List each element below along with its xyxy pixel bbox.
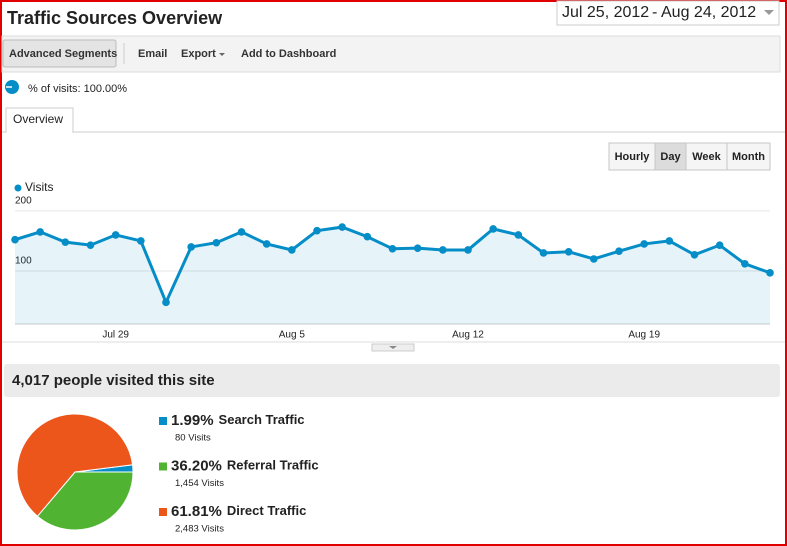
date-end[interactable]: Aug 24, 2012 (661, 4, 756, 21)
point (212, 238, 221, 247)
point (615, 247, 623, 255)
point (61, 238, 70, 246)
date-box[interactable] (556, 0, 780, 26)
y-tick-label: 200 (15, 195, 32, 206)
dropdown-arrow (219, 53, 225, 56)
pie-slice (16, 413, 134, 517)
granularity-label[interactable]: Hourly (615, 151, 651, 163)
point (413, 244, 422, 252)
toolbar (1, 35, 781, 73)
dropdown-arrow[interactable] (764, 10, 774, 15)
page-title: Traffic Sources Overview (7, 8, 223, 28)
granularity-label[interactable]: Day (660, 151, 681, 163)
value-label: 36.20% (171, 457, 222, 474)
point (36, 228, 44, 236)
legend-entry: 61.81% Direct Traffic (171, 503, 306, 520)
point (640, 240, 648, 248)
legend-label: Visits (25, 180, 53, 194)
category-label: Search Traffic (219, 412, 305, 427)
point (665, 237, 674, 245)
segment-label: % of visits: 100.00% (28, 83, 127, 95)
granularity-button[interactable] (608, 142, 656, 171)
legend-swatch (159, 462, 167, 471)
visit-label: 1,454 Visits (175, 478, 224, 489)
segments-label[interactable]: Advanced Segments (9, 48, 117, 60)
toolbar-action[interactable]: Add to Dashboard (241, 48, 336, 60)
x-tick-label: Aug 12 (452, 330, 484, 341)
date-range[interactable]: Jul 25, 2012 - Aug 24, 2012 (556, 0, 780, 26)
point (489, 225, 497, 233)
granularity-button[interactable] (726, 142, 771, 171)
point (162, 298, 170, 307)
point (715, 241, 724, 249)
category-label: Referral Traffic (227, 458, 319, 473)
granularity-button[interactable] (654, 142, 687, 171)
visit-label: 80 Visits (175, 433, 211, 444)
point (11, 235, 19, 244)
x-tick-label: Aug 5 (279, 330, 306, 341)
point (363, 232, 372, 241)
granularity-label[interactable]: Month (732, 151, 765, 163)
date-start[interactable]: Jul 25, 2012 (562, 4, 649, 21)
value-label: 1.99% (171, 412, 214, 429)
category-label: Direct Traffic (227, 503, 306, 518)
legend-swatch (159, 508, 167, 516)
point (690, 250, 699, 259)
x-tick-label: Jul 29 (102, 330, 129, 341)
date-separator: - (652, 4, 657, 21)
legend-entry: 1.99% Search Traffic (171, 412, 305, 429)
point (514, 231, 523, 239)
point (564, 247, 573, 256)
visit-label: 2,483 Visits (175, 524, 224, 535)
point (262, 240, 271, 248)
area (15, 227, 770, 324)
toolbar-action[interactable]: Email (138, 48, 167, 60)
point (237, 228, 246, 236)
segments-button[interactable] (2, 39, 117, 68)
summary-bar (4, 364, 780, 397)
value-label: 61.81% (171, 503, 222, 520)
granularity-label[interactable]: Week (692, 151, 721, 163)
x-tick-label: Aug 19 (628, 330, 660, 341)
legend-swatch (14, 184, 22, 192)
point (741, 260, 749, 268)
point (464, 246, 472, 254)
tab-label[interactable]: Overview (13, 112, 63, 126)
point (766, 269, 774, 277)
pie-slice (36, 471, 134, 531)
point (338, 223, 346, 231)
point (388, 244, 397, 253)
point (86, 241, 95, 249)
handle-arrow (389, 346, 397, 349)
point (539, 249, 548, 257)
point (187, 243, 195, 251)
toolbar-action[interactable]: Export (181, 48, 216, 60)
point (439, 246, 447, 254)
legend-swatch (159, 417, 167, 425)
tab[interactable] (5, 107, 74, 132)
summary-title: 4,017 people visited this site (12, 372, 215, 389)
y-tick-label: 100 (15, 256, 32, 267)
point (590, 255, 598, 263)
granularity-button[interactable] (685, 142, 728, 171)
point (111, 231, 120, 239)
point (137, 237, 145, 245)
legend-entry: 36.20% Referral Traffic (171, 457, 319, 474)
point (288, 246, 296, 254)
point (313, 226, 321, 235)
